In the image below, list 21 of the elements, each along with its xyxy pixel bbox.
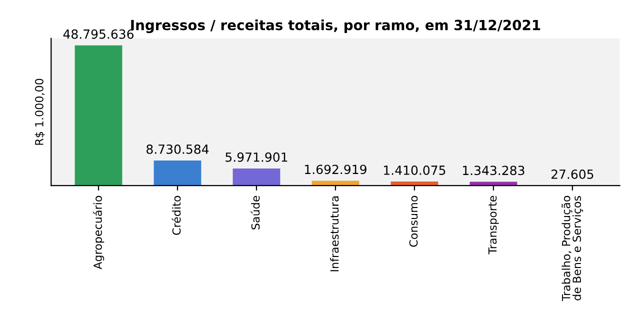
x-tick-label: Transporte (488, 196, 499, 254)
data-label: 1.410.075 (384, 166, 446, 175)
x-tick-label: Trabalho, Produção de Bens e Serviços (562, 196, 584, 302)
bar (232, 168, 280, 186)
x-tick-label: Crédito (172, 196, 181, 235)
data-label: 48.795.636 (63, 29, 134, 39)
data-label: 8.730.584 (146, 144, 209, 154)
x-tick-label: Consumo (409, 196, 418, 247)
x-tick-label: Saúde (250, 196, 260, 230)
bar (470, 182, 518, 186)
bar (312, 180, 360, 186)
x-tick-label: Agropecuário (92, 196, 104, 270)
data-label: 1.343.283 (463, 166, 524, 176)
data-label: 1.692.919 (305, 164, 366, 174)
bar (154, 160, 202, 186)
chart-title: Ingressos / receitas totais, por ramo, em 31/12/2021 (131, 20, 540, 34)
bar (74, 45, 122, 186)
x-tick-label: Infraestrutura (330, 196, 339, 272)
data-label: 27.605 (551, 169, 594, 179)
data-label: 5.971.901 (226, 152, 288, 162)
y-axis-title: R$ 1.000,00 (34, 78, 45, 145)
